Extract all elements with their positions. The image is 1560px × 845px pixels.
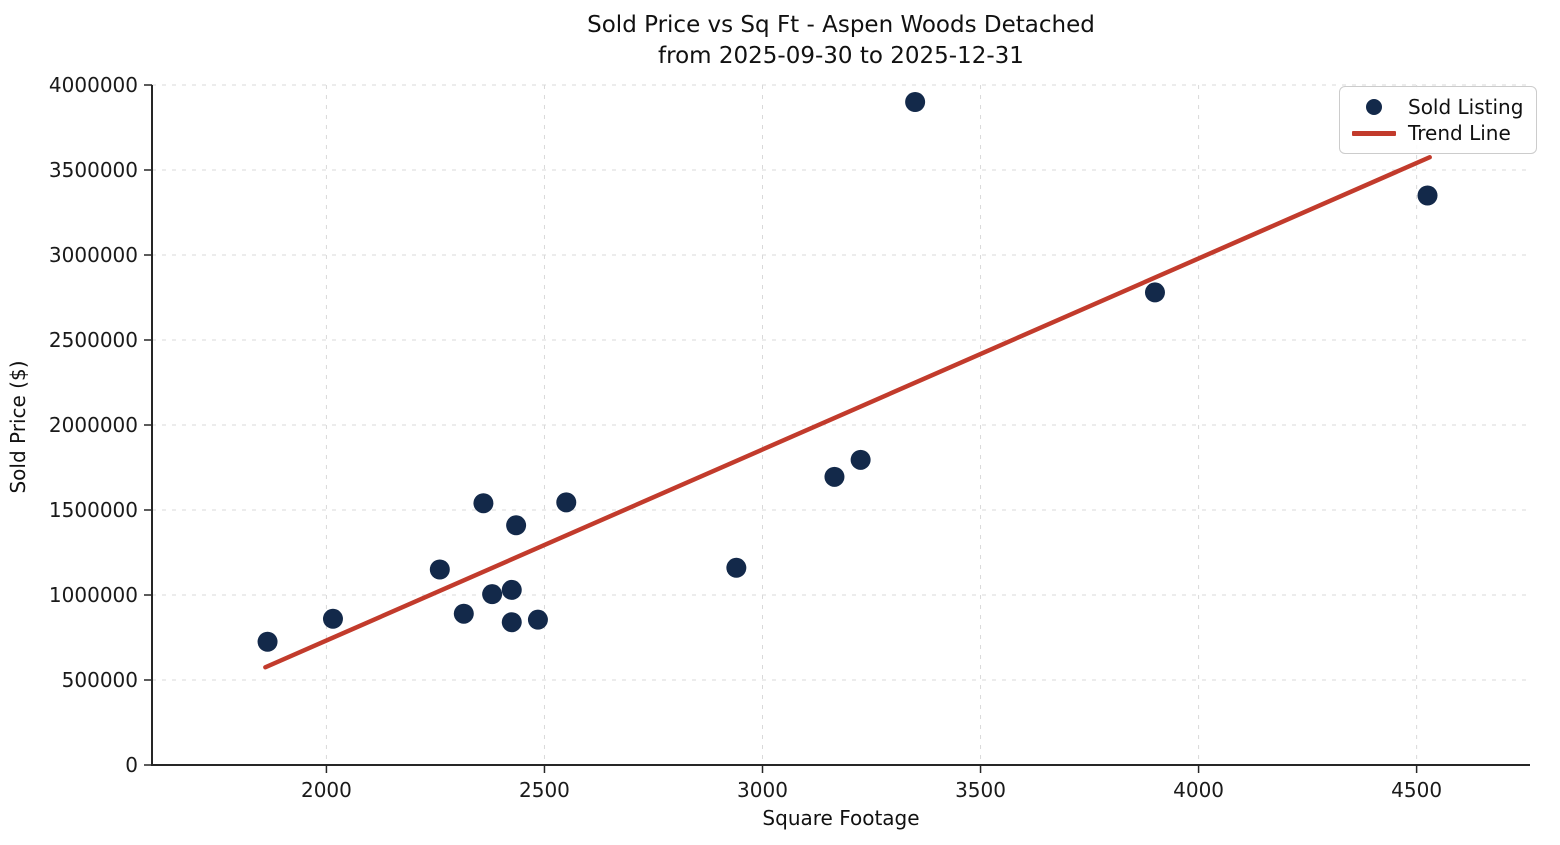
scatter-point [482, 584, 503, 605]
scatter-point [429, 559, 450, 580]
trend-line-icon [1352, 130, 1396, 136]
y-tick-label: 3000000 [49, 243, 138, 267]
scatter-point [1417, 185, 1438, 206]
x-tick-label: 4500 [1391, 778, 1442, 802]
x-axis-label: Square Footage [762, 806, 920, 830]
legend-label-sold-listing: Sold Listing [1408, 95, 1524, 119]
y-tick-label: 2000000 [49, 413, 138, 437]
y-tick-label: 0 [125, 753, 138, 777]
x-tick-label: 3500 [955, 778, 1006, 802]
chart-title-line2: from 2025-09-30 to 2025-12-31 [658, 43, 1024, 69]
scatter-point [506, 515, 527, 536]
scatter-marker-icon [1366, 99, 1382, 115]
scatter-point [257, 631, 278, 652]
scatter-point [473, 493, 494, 514]
scatter-point [322, 608, 343, 629]
legend-item-trend-line: Trend Line [1350, 120, 1526, 146]
scatter-point [905, 92, 926, 112]
y-tick-label: 500000 [62, 668, 138, 692]
chart-title-line1: Sold Price vs Sq Ft - Aspen Woods Detach… [587, 12, 1095, 38]
y-tick-label: 2500000 [49, 328, 138, 352]
legend-label-trend-line: Trend Line [1408, 121, 1511, 145]
scatter-point [501, 612, 522, 633]
y-tick-label: 1000000 [49, 583, 138, 607]
scatter-point [453, 603, 474, 624]
chart-title: Sold Price vs Sq Ft - Aspen Woods Detach… [152, 10, 1530, 72]
scatter-point [527, 609, 548, 630]
x-tick-label: 3000 [737, 778, 788, 802]
scatter-point [726, 557, 747, 578]
trend-line [263, 155, 1432, 670]
y-tick-label: 3500000 [49, 158, 138, 182]
scatter-point [556, 492, 577, 513]
scatter-point [1144, 282, 1165, 303]
scatter-point [501, 579, 522, 600]
x-tick-label: 4000 [1173, 778, 1224, 802]
scatter-point [824, 466, 845, 487]
legend: Sold Listing Trend Line [1339, 86, 1537, 154]
y-tick-label: 1500000 [49, 498, 138, 522]
x-tick-label: 2500 [519, 778, 570, 802]
scatter-point [850, 449, 871, 470]
x-tick-label: 2000 [301, 778, 352, 802]
legend-item-sold-listing: Sold Listing [1350, 94, 1526, 120]
y-tick-label: 4000000 [49, 73, 138, 97]
